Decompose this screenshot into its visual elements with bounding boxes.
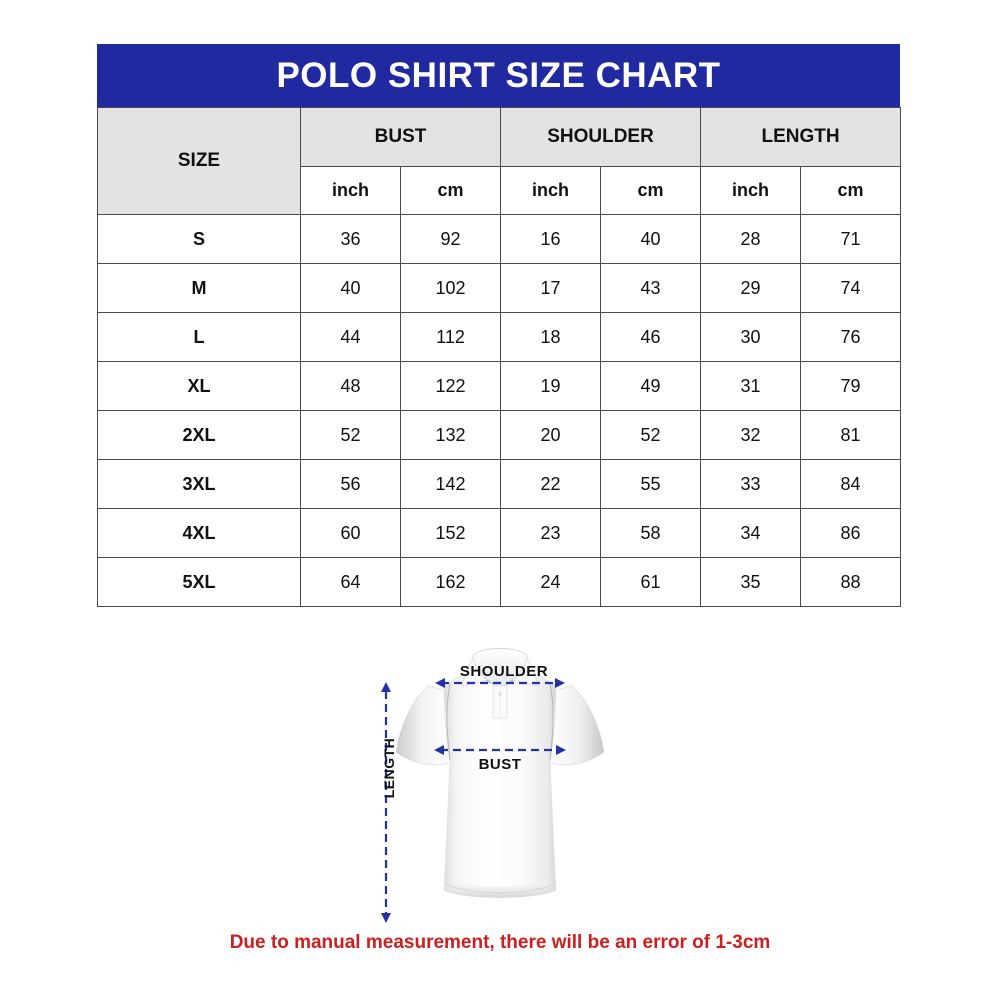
cell-shoulder-inch: 20: [500, 410, 602, 460]
cell-bust-cm: 132: [399, 410, 502, 460]
cell-bust-cm: 162: [399, 557, 502, 607]
shirt-right-armhole-seam: [549, 683, 554, 761]
column-header-size: SIZE: [97, 107, 301, 215]
unit-shoulder-inch: inch: [500, 166, 602, 215]
cell-shoulder-cm: 43: [600, 263, 702, 313]
table-group-header-row: SIZE BUST SHOULDER LENGTH: [97, 107, 902, 215]
cell-length-cm: 71: [800, 214, 902, 264]
cell-size: XL: [97, 361, 301, 411]
shoulder-arrow-head-right: [555, 678, 565, 688]
cell-shoulder-cm: 49: [600, 361, 702, 411]
length-measure-label: LENGTH: [381, 737, 397, 799]
cell-bust-cm: 102: [399, 263, 502, 313]
unit-shoulder-cm: cm: [600, 166, 702, 215]
cell-size: L: [97, 312, 301, 362]
shoulder-measure-label: SHOULDER: [459, 663, 549, 680]
cell-shoulder-inch: 18: [500, 312, 602, 362]
cell-bust-cm: 142: [399, 459, 502, 509]
table-row: S 36 92 16 40 28 71: [97, 214, 902, 264]
cell-shoulder-inch: 23: [500, 508, 602, 558]
cell-shoulder-cm: 55: [600, 459, 702, 509]
cell-shoulder-cm: 52: [600, 410, 702, 460]
table-row: 4XL 60 152 23 58 34 86: [97, 508, 902, 558]
polo-shirt-diagram: [340, 628, 660, 928]
cell-bust-inch: 60: [300, 508, 401, 558]
cell-size: 2XL: [97, 410, 301, 460]
cell-length-cm: 81: [800, 410, 902, 460]
cell-size: M: [97, 263, 301, 313]
cell-bust-inch: 44: [300, 312, 401, 362]
cell-length-inch: 29: [700, 263, 802, 313]
cell-length-cm: 88: [800, 557, 902, 607]
table-unit-header-row: inch cm inch cm inch cm: [98, 166, 902, 215]
chart-title-bar: POLO SHIRT SIZE CHART: [97, 44, 900, 107]
cell-shoulder-inch: 16: [500, 214, 602, 264]
table-row: 2XL 52 132 20 52 32 81: [97, 410, 902, 460]
cell-length-cm: 84: [800, 459, 902, 509]
cell-bust-inch: 64: [300, 557, 401, 607]
cell-length-inch: 31: [700, 361, 802, 411]
shirt-left-armhole-seam: [446, 683, 451, 761]
cell-size: 4XL: [97, 508, 301, 558]
table-row: 3XL 56 142 22 55 33 84: [97, 459, 902, 509]
shoulder-arrow-head-left: [435, 678, 445, 688]
page-title: POLO SHIRT SIZE CHART: [276, 56, 721, 95]
table-row: XL 48 122 19 49 31 79: [97, 361, 902, 411]
cell-bust-cm: 92: [399, 214, 502, 264]
shirt-button: [498, 692, 502, 696]
measurement-disclaimer: Due to manual measurement, there will be…: [229, 932, 771, 953]
cell-size: 3XL: [97, 459, 301, 509]
bust-arrow-head-right: [556, 745, 566, 755]
cell-shoulder-cm: 46: [600, 312, 702, 362]
cell-length-cm: 76: [800, 312, 902, 362]
cell-length-cm: 86: [800, 508, 902, 558]
cell-length-inch: 35: [700, 557, 802, 607]
shirt-right-sleeve: [549, 685, 605, 766]
cell-shoulder-cm: 40: [600, 214, 702, 264]
table-row: L 44 112 18 46 30 76: [97, 312, 902, 362]
cell-size: 5XL: [97, 557, 301, 607]
table-row: 5XL 64 162 24 61 35 88: [97, 557, 902, 607]
cell-size: S: [97, 214, 301, 264]
cell-bust-inch: 40: [300, 263, 401, 313]
cell-bust-inch: 52: [300, 410, 401, 460]
cell-shoulder-inch: 19: [500, 361, 602, 411]
length-arrow-head-top: [381, 682, 391, 692]
cell-bust-cm: 112: [399, 312, 502, 362]
size-chart-table: SIZE BUST SHOULDER LENGTH inch cm inch c…: [97, 107, 902, 607]
cell-length-inch: 30: [700, 312, 802, 362]
cell-shoulder-inch: 24: [500, 557, 602, 607]
shirt-hem: [444, 876, 556, 898]
cell-length-inch: 34: [700, 508, 802, 558]
shirt-hem-line: [444, 882, 556, 894]
bust-arrow-head-left: [434, 745, 444, 755]
cell-length-inch: 33: [700, 459, 802, 509]
cell-bust-inch: 56: [300, 459, 401, 509]
cell-bust-cm: 152: [399, 508, 502, 558]
unit-bust-cm: cm: [399, 166, 502, 215]
column-header-length: LENGTH: [700, 107, 902, 167]
unit-length-inch: inch: [700, 166, 802, 215]
cell-shoulder-cm: 61: [600, 557, 702, 607]
column-header-bust: BUST: [299, 107, 502, 167]
length-arrow-head-bottom: [381, 913, 391, 923]
unit-bust-inch: inch: [300, 166, 401, 215]
table-row: M 40 102 17 43 29 74: [97, 263, 902, 313]
cell-length-cm: 79: [800, 361, 902, 411]
cell-shoulder-inch: 17: [500, 263, 602, 313]
cell-shoulder-inch: 22: [500, 459, 602, 509]
cell-length-cm: 74: [800, 263, 902, 313]
column-header-shoulder: SHOULDER: [500, 107, 702, 167]
unit-length-cm: cm: [800, 166, 902, 215]
shirt-left-sleeve: [395, 685, 451, 766]
bust-measure-label: BUST: [478, 756, 522, 773]
cell-bust-inch: 36: [300, 214, 401, 264]
cell-bust-cm: 122: [399, 361, 502, 411]
cell-bust-inch: 48: [300, 361, 401, 411]
cell-length-inch: 32: [700, 410, 802, 460]
cell-length-inch: 28: [700, 214, 802, 264]
cell-shoulder-cm: 58: [600, 508, 702, 558]
size-chart-block: POLO SHIRT SIZE CHART SIZE BUST SHOULDER…: [97, 44, 902, 607]
